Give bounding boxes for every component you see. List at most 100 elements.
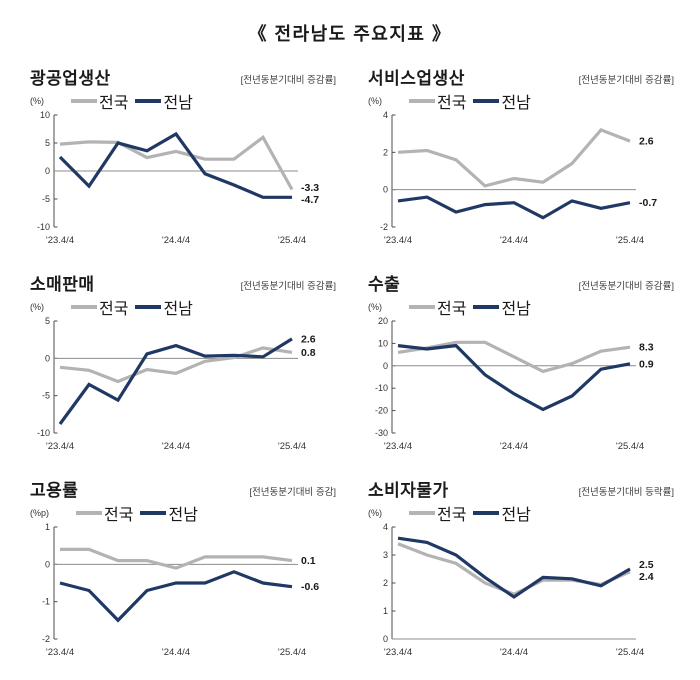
x-tick-label: '23.4/4	[384, 647, 412, 658]
x-tick-label: '23.4/4	[46, 235, 74, 246]
series-line-jeonnam	[58, 131, 292, 199]
y-tick-label: 5	[45, 138, 50, 148]
y-tick-label: 0	[45, 353, 50, 363]
end-value-label-national: 0.8	[301, 347, 316, 359]
series-line-national	[397, 128, 631, 188]
unit-label: (%)	[30, 301, 44, 312]
x-tick-label: '23.4/4	[46, 647, 74, 658]
charts-grid: 광공업생산 [전년동분기대비 증감률] (%) 전국 전남 10 5 0 -5 -10 -3.3 -4…	[24, 64, 676, 669]
y-tick-label: 0	[383, 361, 388, 371]
national-line-swatch-icon	[76, 510, 103, 515]
x-tick-label: '24.4/4	[162, 647, 190, 658]
panel-header: 광공업생산 [전년동분기대비 증감률]	[24, 64, 338, 89]
x-tick-label: '23.4/4	[384, 441, 412, 452]
line-chart: 4 3 2 1 0 2.52.4 '23.4/4 '24.4/4 '25.4/4	[383, 522, 654, 658]
panel-header: 고용률 [전년동분기대비 증감]	[24, 476, 338, 501]
x-tick-label: '24.4/4	[162, 235, 190, 246]
legend-label-national: 전국	[99, 300, 129, 318]
legend-label-national: 전국	[437, 506, 467, 524]
chart-panel-3: 수출 [전년동분기대비 증감률] (%) 전국 전남 20 10 0 -10 -20 -30 8.3 0…	[362, 270, 676, 463]
legend-item-national: 전국	[76, 501, 133, 525]
y-tick-label: -2	[42, 634, 50, 644]
line-chart: 20 10 0 -10 -20 -30 8.3 0.9 '23.4/4 '24.4/4 '25.4/…	[375, 316, 654, 452]
chart-title: 서비스업생산	[368, 69, 465, 88]
panel-header: 서비스업생산 [전년동분기대비 증감률]	[362, 64, 676, 89]
series-line-jeonnam	[397, 343, 631, 412]
y-tick-label: 3	[383, 550, 388, 560]
chart-legend: (%) 전국 전남	[368, 94, 676, 112]
chart-subtitle: [전년동분기대비 증감률]	[240, 281, 336, 292]
y-tick-label: 0	[383, 185, 388, 195]
jeonnam-line-swatch-icon	[135, 304, 162, 309]
chart-legend: (%) 전국 전남	[368, 506, 676, 524]
chart-title: 소매판매	[30, 275, 95, 294]
chart-panel-0: 광공업생산 [전년동분기대비 증감률] (%) 전국 전남 10 5 0 -5 -10 -3.3 -4…	[24, 64, 338, 257]
legend-item-jeonnam: 전남	[135, 89, 193, 113]
chart-subtitle: [전년동분기대비 증감률]	[578, 75, 674, 86]
x-tick-label: '25.4/4	[278, 647, 306, 658]
x-tick-label: '25.4/4	[278, 235, 306, 246]
end-value-label-national: 8.3	[639, 342, 654, 354]
end-value-label-jeonnam: -4.7	[301, 194, 319, 206]
y-tick-label: -20	[375, 406, 388, 416]
end-value-label-jeonnam: 2.5	[639, 559, 654, 571]
series-line-jeonnam	[59, 570, 293, 623]
y-tick-label: 4	[383, 110, 388, 120]
y-tick-label: 2	[383, 147, 388, 157]
legend-item-jeonnam: 전남	[135, 295, 193, 319]
chart-subtitle: [전년동분기대비 증감률]	[578, 281, 674, 292]
x-tick-label: '24.4/4	[162, 441, 190, 452]
jeonnam-line-swatch-icon	[135, 98, 162, 103]
chart-legend: (%) 전국 전남	[368, 300, 676, 318]
end-value-label-jeonnam: 2.6	[301, 333, 316, 345]
national-line-swatch-icon	[409, 304, 435, 309]
y-tick-label: -10	[375, 383, 388, 393]
national-line-swatch-icon	[409, 98, 435, 103]
panel-header: 소매판매 [전년동분기대비 증감률]	[24, 270, 338, 295]
end-value-label-national: 0.1	[301, 555, 316, 567]
x-tick-label: '25.4/4	[616, 441, 644, 452]
x-tick-label: '24.4/4	[500, 235, 528, 246]
unit-label: (%)	[368, 95, 382, 106]
unit-label: (%)	[368, 507, 382, 518]
end-value-label-national: 2.4	[639, 571, 654, 583]
series-line-national	[59, 135, 294, 191]
legend-label-national: 전국	[437, 94, 467, 112]
legend-label-jeonnam: 전남	[168, 506, 198, 524]
series-line-national	[59, 346, 293, 384]
y-tick-label: -10	[37, 428, 50, 438]
legend-label-national: 전국	[99, 94, 129, 112]
y-tick-label: -5	[42, 391, 50, 401]
y-tick-label: 0	[383, 634, 388, 644]
chart-legend: (%) 전국 전남	[30, 300, 338, 318]
jeonnam-line-swatch-icon	[140, 510, 167, 515]
y-tick-label: -5	[42, 194, 50, 204]
y-tick-label: 10	[40, 110, 50, 120]
series-line-national	[60, 547, 293, 570]
national-line-swatch-icon	[409, 510, 435, 515]
line-chart: 1 0 -1 -2 0.1 -0.6 '23.4/4 '24.4/4 '25.4/4	[42, 522, 319, 658]
end-value-label-national: 2.6	[639, 136, 654, 148]
y-tick-label: 2	[383, 578, 388, 588]
legend-item-national: 전국	[409, 295, 466, 319]
national-line-swatch-icon	[71, 304, 97, 309]
end-value-label-national: -3.3	[301, 182, 319, 194]
y-tick-label: 1	[45, 522, 50, 532]
chart-subtitle: [전년동분기대비 증감률]	[240, 75, 336, 86]
y-tick-label: 1	[383, 606, 388, 616]
chart-legend: (%) 전국 전남	[30, 94, 338, 112]
chart-panel-5: 소비자물가 [전년동분기대비 등락률] (%) 전국 전남 4 3 2 1 0 2.5 2.4 '23.…	[362, 476, 676, 669]
y-tick-label: 10	[378, 338, 388, 348]
national-line-swatch-icon	[71, 98, 97, 103]
legend-label-jeonnam: 전남	[163, 300, 193, 318]
unit-label: (%)	[368, 301, 382, 312]
legend-label-jeonnam: 전남	[501, 300, 531, 318]
end-value-label-jeonnam: 0.9	[639, 358, 654, 370]
legend-label-jeonnam: 전남	[163, 94, 193, 112]
y-tick-label: -1	[42, 597, 50, 607]
jeonnam-line-swatch-icon	[473, 304, 500, 309]
y-tick-label: 4	[383, 522, 388, 532]
jeonnam-line-swatch-icon	[473, 510, 500, 515]
legend-item-jeonnam: 전남	[473, 501, 531, 525]
